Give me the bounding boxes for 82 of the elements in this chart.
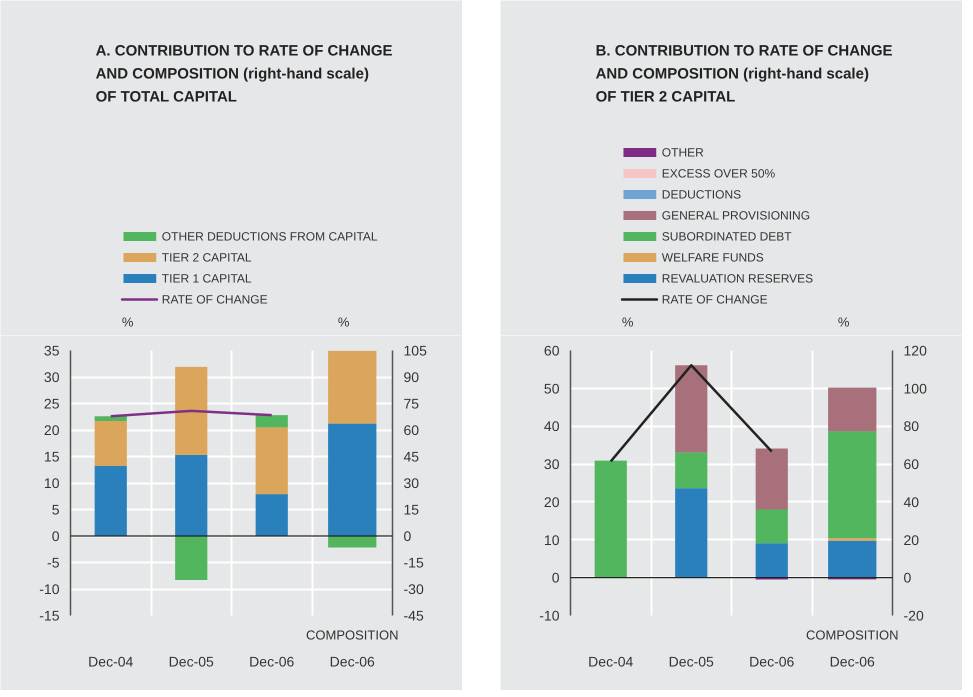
chart-title: A. CONTRIBUTION TO RATE OF CHANGE AND COMPOSITION (right-hand scale) OF TOTAL CAPITAL <box>96 42 393 106</box>
legend-label: RATE OF CHANGE <box>662 292 768 306</box>
legend-label: GENERAL PROVISIONING <box>662 208 810 222</box>
y-tick-label: -15 <box>39 608 60 624</box>
y-tick-label: -10 <box>39 581 60 597</box>
legend-label: TIER 2 CAPITAL <box>162 250 252 264</box>
legend-label: WELFARE FUNDS <box>662 250 764 264</box>
y2-tick-label: 60 <box>904 456 920 472</box>
legend-label: RATE OF CHANGE <box>162 292 268 306</box>
y2-tick-label: 75 <box>404 396 420 412</box>
bar <box>675 488 708 578</box>
y2-tick-label: -45 <box>404 608 424 624</box>
y-tick-label: -10 <box>539 608 560 624</box>
x-tick-label: Dec-06 <box>830 654 876 670</box>
bar <box>256 494 288 536</box>
bar <box>594 460 627 578</box>
x-tick-label: Dec-06 <box>330 654 376 670</box>
y2-tick-label: 20 <box>904 532 920 548</box>
x-tick-label: Dec-04 <box>88 654 134 670</box>
y2-tick-label: -30 <box>404 581 424 597</box>
y2-tick-label: 60 <box>404 422 420 438</box>
bar <box>675 365 708 452</box>
bar <box>94 416 127 421</box>
legend-label: OTHER DEDUCTIONS FROM CAPITAL <box>162 230 378 244</box>
bar <box>175 454 208 536</box>
y-tick-label: 50 <box>544 380 560 396</box>
y-tick-label: 35 <box>44 342 60 358</box>
legend-label: OTHER <box>662 146 704 160</box>
y-tick-label: 30 <box>544 456 560 472</box>
y-tick-label: 25 <box>44 396 60 412</box>
bar <box>756 448 788 510</box>
text: COMPOSITION <box>306 628 398 642</box>
y-tick-label: 20 <box>544 494 560 510</box>
y2-tick-label: 45 <box>404 448 420 464</box>
x-tick-label: Dec-04 <box>588 654 634 670</box>
bar <box>675 452 708 488</box>
x-tick-label: Dec-06 <box>749 654 795 670</box>
y-tick-label: 10 <box>544 532 560 548</box>
y2-tick-label: -20 <box>904 608 924 624</box>
legend-label: DEDUCTIONS <box>662 188 742 202</box>
y2-tick-label: 80 <box>904 418 920 434</box>
bar <box>256 415 288 428</box>
chart-title: B. CONTRIBUTION TO RATE OF CHANGE AND COMPOSITION (right-hand scale) OF TIER 2 CAPITAL <box>596 42 893 106</box>
y-tick-label: 15 <box>44 448 60 464</box>
bar <box>175 366 208 455</box>
y-tick-label: 30 <box>44 369 60 385</box>
x-tick-label: Dec-06 <box>249 654 295 670</box>
bar <box>175 536 208 580</box>
y2-tick-label: 90 <box>404 369 420 385</box>
legend-label: REVALUATION RESERVES <box>662 272 814 286</box>
bar <box>756 510 788 544</box>
x-tick-label: Dec-05 <box>668 654 714 670</box>
y-tick-label: 40 <box>544 418 560 434</box>
y2-axis-title: % <box>338 314 350 330</box>
y2-tick-label: 0 <box>404 528 412 544</box>
text: COMPOSITION <box>806 628 898 642</box>
bar <box>94 466 127 536</box>
y-tick-label: 0 <box>52 528 60 544</box>
y2-tick-label: 30 <box>404 475 420 491</box>
legend-label: SUBORDINATED DEBT <box>662 230 792 244</box>
y2-tick-label: 40 <box>904 494 920 510</box>
x-tick-label: Dec-05 <box>168 654 214 670</box>
y-tick-label: -5 <box>47 554 60 570</box>
bar <box>256 427 288 494</box>
bar <box>94 420 127 466</box>
y2-axis-title: % <box>838 314 850 330</box>
y2-tick-label: 120 <box>904 342 928 358</box>
y-tick-label: 0 <box>552 570 560 586</box>
legend-label: TIER 1 CAPITAL <box>162 272 252 286</box>
legend-label: EXCESS OVER 50% <box>662 166 776 180</box>
y-tick-label: 5 <box>52 502 60 518</box>
y2-tick-label: 100 <box>904 380 928 396</box>
y2-tick-label: 0 <box>904 570 912 586</box>
y2-tick-label: 15 <box>404 502 420 518</box>
y-tick-label: 60 <box>544 342 560 358</box>
y-axis-title: % <box>622 314 634 330</box>
y-axis-title: % <box>122 314 134 330</box>
bar <box>756 543 788 578</box>
y2-tick-label: -15 <box>404 554 424 570</box>
y-tick-label: 20 <box>44 422 60 438</box>
y-tick-label: 10 <box>44 475 60 491</box>
y2-tick-label: 105 <box>404 342 428 358</box>
